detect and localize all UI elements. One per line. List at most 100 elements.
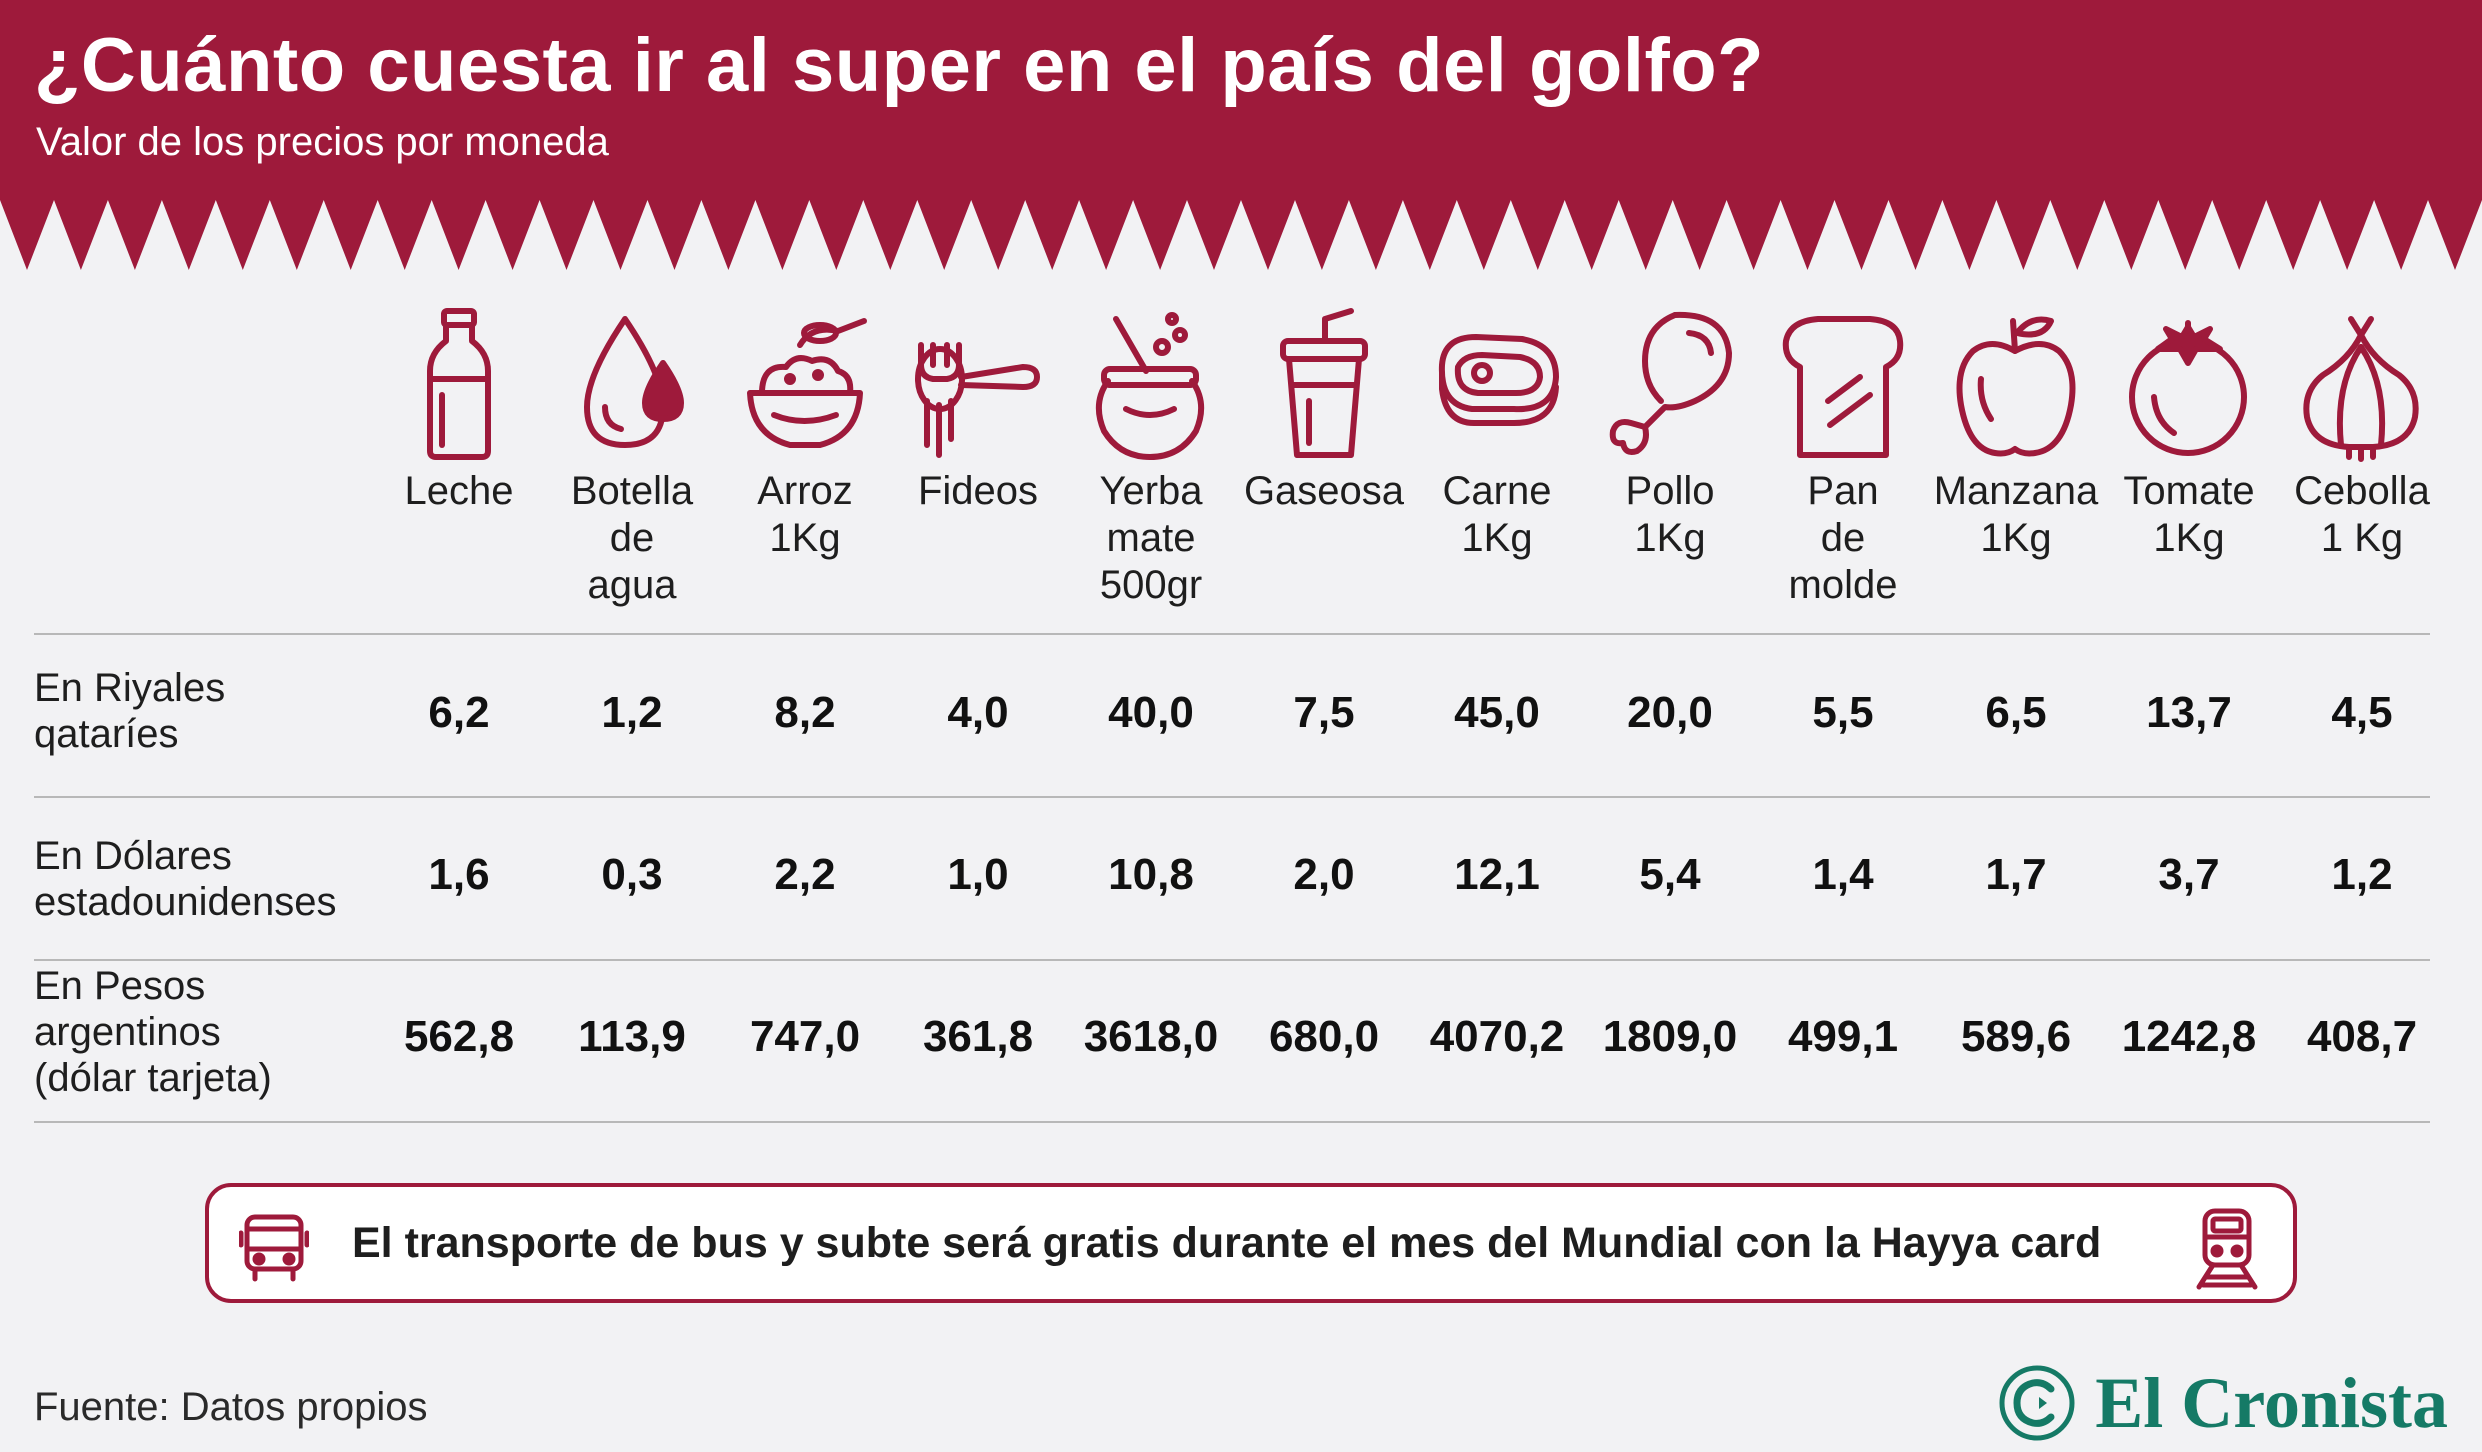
apple-icon: [1951, 305, 2081, 465]
column-label: Carne 1Kg: [1409, 468, 1585, 562]
column-label-line: Fideos: [917, 469, 1039, 513]
column-label-line: de: [609, 516, 655, 560]
price-cell: 361,8: [922, 1012, 1034, 1061]
bus-icon: [239, 1214, 309, 1282]
tomato-icon: [2124, 305, 2254, 465]
column-label-line: 1 Kg: [2320, 516, 2404, 560]
milk-bottle-icon: [394, 305, 524, 465]
price-cell: 680,0: [1268, 1012, 1380, 1061]
price-cell: 1,7: [1985, 850, 2047, 899]
price-cell: 45,0: [1454, 688, 1540, 737]
column-label: Arroz 1Kg: [717, 468, 893, 562]
column-label-line: Botella: [570, 469, 694, 513]
column-label-line: 1Kg: [769, 516, 841, 560]
price-cell: 6,5: [1985, 688, 2047, 737]
column-label-line: 1Kg: [1634, 516, 1706, 560]
column-label: Fideos: [890, 468, 1066, 515]
steak-icon: [1432, 305, 1562, 465]
column-label-line: Leche: [404, 469, 514, 513]
logo-text: El Cronista: [2095, 1362, 2448, 1443]
column-label: Manzana 1Kg: [1928, 468, 2104, 562]
chicken-leg-icon: [1605, 305, 1735, 465]
row-divider: [34, 796, 2430, 798]
column-label-line: 500gr: [1099, 563, 1203, 607]
row-label-line: En Pesos: [34, 964, 206, 1008]
column-label-line: mate: [1106, 516, 1196, 560]
price-cell: 4,0: [947, 688, 1009, 737]
price-cell: 1,2: [2331, 850, 2393, 899]
column-label-line: 1Kg: [1461, 516, 1533, 560]
el-cronista-logo: El Cronista: [1997, 1360, 2448, 1446]
column-label-line: Carne: [1442, 469, 1552, 513]
price-cell: 1,6: [428, 850, 490, 899]
price-cell: 7,5: [1293, 688, 1355, 737]
header-background: [0, 0, 2482, 270]
price-cell: 5,4: [1639, 850, 1701, 899]
row-label-line: En Dólares: [34, 834, 232, 878]
row-label-line: estadounidenses: [34, 880, 337, 924]
water-drops-icon: [567, 305, 697, 465]
price-cell: 0,3: [601, 850, 663, 899]
column-label: Pan de molde: [1755, 468, 1931, 609]
price-cell: 12,1: [1454, 850, 1540, 899]
price-cell: 1809,0: [1602, 1012, 1738, 1061]
column-label-line: Pan: [1807, 469, 1879, 513]
source-note: Fuente: Datos propios: [34, 1385, 428, 1429]
column-label-line: 1Kg: [1980, 516, 2052, 560]
column-label: Pollo 1Kg: [1582, 468, 1758, 562]
price-cell: 747,0: [749, 1012, 861, 1061]
price-cell: 2,0: [1293, 850, 1355, 899]
price-cell: 1,0: [947, 850, 1009, 899]
page-title: ¿Cuánto cuesta ir al super en el país de…: [34, 23, 1765, 108]
column-label-line: agua: [587, 563, 677, 607]
rice-bowl-icon: [740, 305, 870, 465]
price-cell: 499,1: [1787, 1012, 1899, 1061]
price-cell: 589,6: [1960, 1012, 2072, 1061]
price-cell: 20,0: [1627, 688, 1713, 737]
column-label-line: 1Kg: [2153, 516, 2225, 560]
price-cell: 4070,2: [1429, 1012, 1565, 1061]
price-cell: 4,5: [2331, 688, 2393, 737]
column-label: Cebolla 1 Kg: [2274, 468, 2450, 562]
row-divider: [34, 959, 2430, 961]
price-cell: 3618,0: [1083, 1012, 1219, 1061]
column-label-line: Arroz: [757, 469, 853, 513]
column-label: Leche: [371, 468, 547, 515]
column-label-line: Cebolla: [2294, 469, 2430, 513]
price-cell: 2,2: [774, 850, 836, 899]
price-cell: 113,9: [578, 1012, 686, 1061]
row-label: En Riyales qataríes: [34, 665, 225, 757]
row-label-line: argentinos: [34, 1010, 221, 1054]
price-cell: 8,2: [774, 688, 836, 737]
column-label: Tomate 1Kg: [2101, 468, 2277, 562]
page-subtitle: Valor de los precios por moneda: [36, 120, 609, 164]
price-cell: 13,7: [2146, 688, 2232, 737]
price-cell: 1,2: [601, 688, 663, 737]
row-label-line: (dólar tarjeta): [34, 1056, 272, 1100]
price-cell: 1242,8: [2121, 1012, 2257, 1061]
price-cell: 3,7: [2158, 850, 2220, 899]
price-cell: 408,7: [2306, 1012, 2418, 1061]
price-cell: 1,4: [1812, 850, 1874, 899]
price-cell: 5,5: [1812, 688, 1874, 737]
price-cell: 10,8: [1108, 850, 1194, 899]
row-divider: [34, 633, 2430, 635]
price-cell: 562,8: [403, 1012, 515, 1061]
row-divider: [34, 1121, 2430, 1123]
banner-text: El transporte de bus y subte será gratis…: [352, 1219, 2102, 1267]
row-label: En Dólares estadounidenses: [34, 833, 336, 925]
column-label: Botella de agua: [544, 468, 720, 609]
column-label-line: Pollo: [1625, 469, 1715, 513]
row-label-line: En Riyales: [34, 666, 226, 710]
transport-banner: El transporte de bus y subte será gratis…: [205, 1183, 2297, 1303]
column-label-line: molde: [1788, 563, 1898, 607]
soda-cup-icon: [1259, 305, 1389, 465]
price-cell: 40,0: [1108, 688, 1194, 737]
noodles-fork-icon: [913, 305, 1043, 465]
bread-slice-icon: [1778, 305, 1908, 465]
header-banner: ¿Cuánto cuesta ir al super en el país de…: [0, 0, 2482, 275]
column-label-line: Yerba: [1099, 469, 1203, 513]
column-label-line: Gaseosa: [1243, 469, 1405, 513]
row-label-line: qataríes: [34, 712, 179, 756]
row-label: En Pesos argentinos (dólar tarjeta): [34, 963, 272, 1101]
